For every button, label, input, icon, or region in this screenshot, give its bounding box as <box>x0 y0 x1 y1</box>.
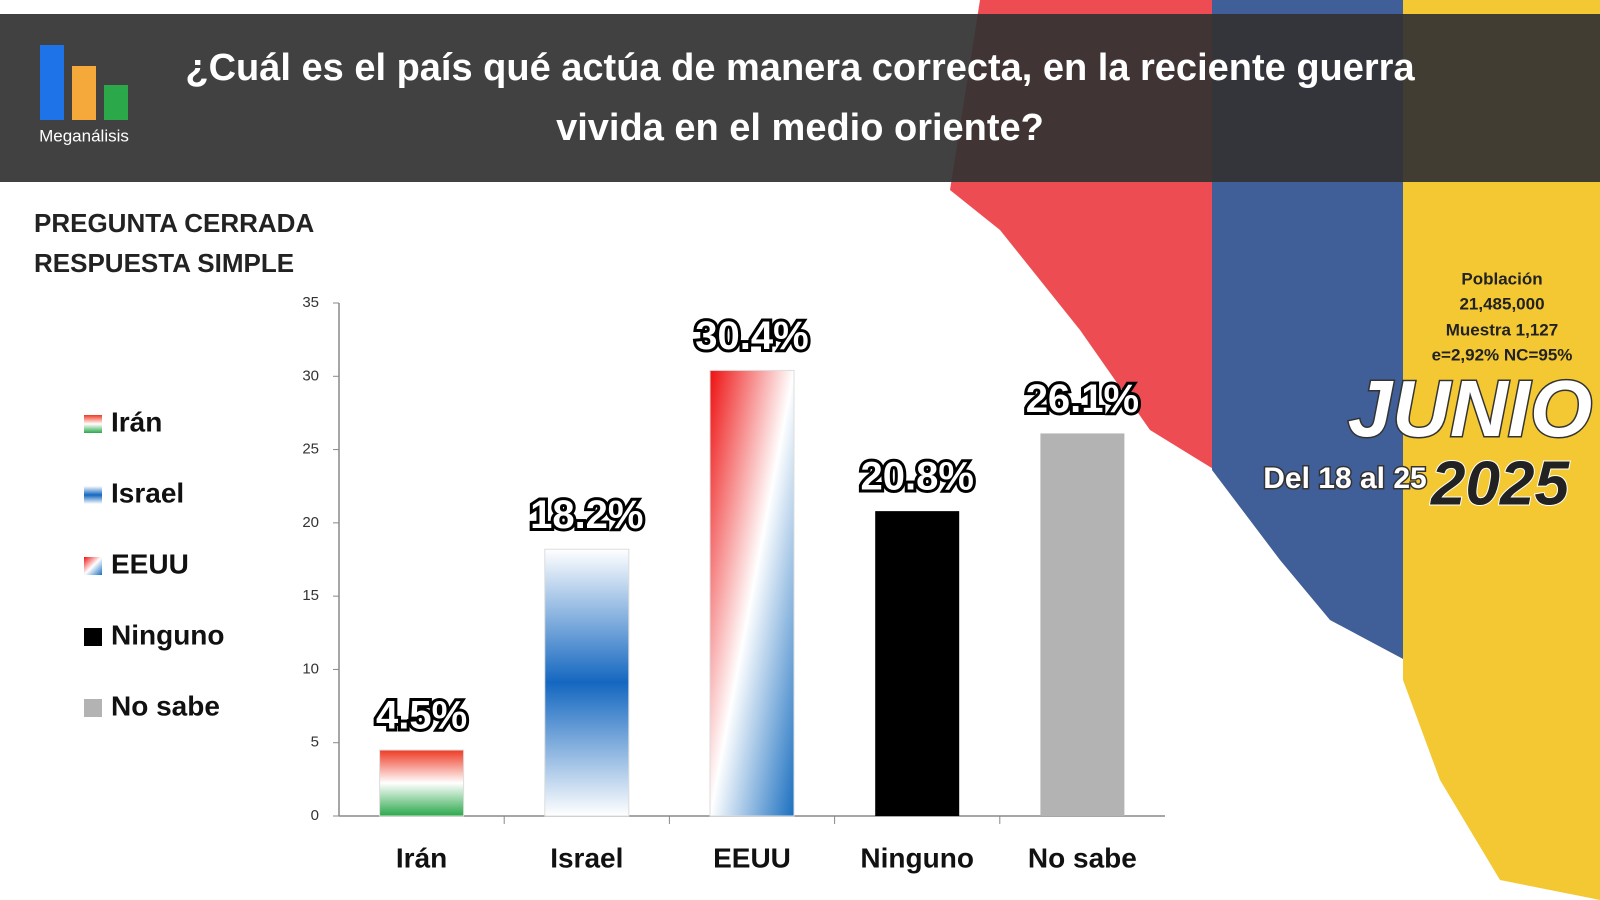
legend-swatch <box>84 628 102 646</box>
x-tick-label: Ninguno <box>860 842 974 873</box>
x-tick-label: Irán <box>396 842 447 873</box>
y-tick-label: 15 <box>302 587 319 604</box>
y-tick-label: 0 <box>311 807 319 824</box>
brand: Meganálisis <box>39 126 129 145</box>
value-label: 4.5% <box>376 694 467 738</box>
legend-label: Israel <box>111 477 184 508</box>
value-label: 26.1% <box>1026 377 1139 421</box>
legend-swatch <box>84 486 102 504</box>
dates: Del 18 al 25 <box>1263 462 1426 495</box>
y-tick-label: 30 <box>302 367 319 384</box>
legend-swatch <box>84 557 102 575</box>
bar <box>709 369 795 817</box>
header-band <box>0 14 1600 182</box>
sample-line: 21,485,000 <box>1459 294 1544 313</box>
legend-label: Ninguno <box>111 619 225 650</box>
note: RESPUESTA SIMPLE <box>34 248 294 278</box>
y-tick-label: 5 <box>311 734 319 751</box>
legend-label: EEUU <box>111 548 189 579</box>
legend-label: Irán <box>111 406 162 437</box>
bar <box>379 749 465 817</box>
sample-line: Población <box>1461 269 1542 288</box>
x-tick-label: EEUU <box>713 842 791 873</box>
value-label: 18.2% <box>530 493 643 537</box>
sample-line: Muestra 1,127 <box>1446 320 1558 339</box>
x-tick-label: No sabe <box>1028 842 1137 873</box>
chart-title: ¿Cuál es el país qué actúa de manera cor… <box>185 47 1415 149</box>
legend-swatch <box>84 415 102 433</box>
bar <box>544 548 630 817</box>
bar <box>1040 433 1125 816</box>
logo <box>40 45 128 120</box>
value-label: 20.8% <box>860 455 973 499</box>
sample-line: e=2,92% NC=95% <box>1432 345 1573 364</box>
y-tick-label: 10 <box>302 660 319 677</box>
bar <box>875 511 960 816</box>
value-label: 30.4% <box>695 314 808 358</box>
month: JUNIO <box>1348 364 1593 453</box>
y-tick-label: 35 <box>302 294 319 311</box>
sample-info: Población 21,485,000 Muestra 1,127 e=2,9… <box>1432 269 1573 364</box>
chart: 0 5 10 15 20 25 30 35 Irán 4.5% Irán Israel 18.2% Isr… <box>84 294 1165 873</box>
x-tick-label: Israel <box>550 842 623 873</box>
note: PREGUNTA CERRADA <box>34 208 314 238</box>
legend-label: No sabe <box>111 690 220 721</box>
y-tick-label: 25 <box>302 441 319 458</box>
legend-swatch <box>84 699 102 717</box>
year: 2025 <box>1430 449 1570 518</box>
y-tick-label: 20 <box>302 514 319 531</box>
